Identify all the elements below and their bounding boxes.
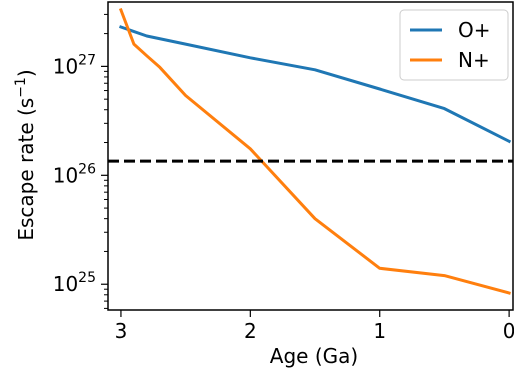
y-tick-label-exponent: 25	[78, 270, 96, 286]
y-tick-label-base: 10	[53, 272, 78, 296]
x-tick-label: 0	[503, 319, 514, 343]
series-line-o-plus	[118, 25, 512, 144]
x-tick-label: 3	[115, 319, 128, 343]
y-tick-label: 1025	[53, 270, 96, 296]
y-tick-label-exponent: 27	[78, 52, 96, 68]
x-tick-label: 2	[244, 319, 257, 343]
legend-label: N+	[458, 48, 490, 72]
legend-box	[399, 9, 509, 81]
axes-frame	[107, 1, 514, 311]
y-axis-label-main: Escape rate (s	[14, 98, 38, 241]
y-axis-label-superscript: −1	[13, 77, 29, 98]
x-axis-label: Age (Ga)	[270, 344, 358, 368]
y-tick-label-base: 10	[53, 54, 78, 78]
y-tick-label: 1026	[53, 161, 96, 187]
legend-label: O+	[458, 18, 491, 42]
y-axis-label-close: )	[14, 69, 38, 77]
y-tick-label: 1027	[53, 52, 96, 78]
y-tick-label-base: 10	[53, 163, 78, 187]
x-tick-label: 1	[373, 319, 386, 343]
y-axis-label: Escape rate (s−1)	[13, 69, 38, 240]
y-tick-label-exponent: 26	[78, 161, 96, 177]
series-line-n-plus	[118, 7, 511, 295]
